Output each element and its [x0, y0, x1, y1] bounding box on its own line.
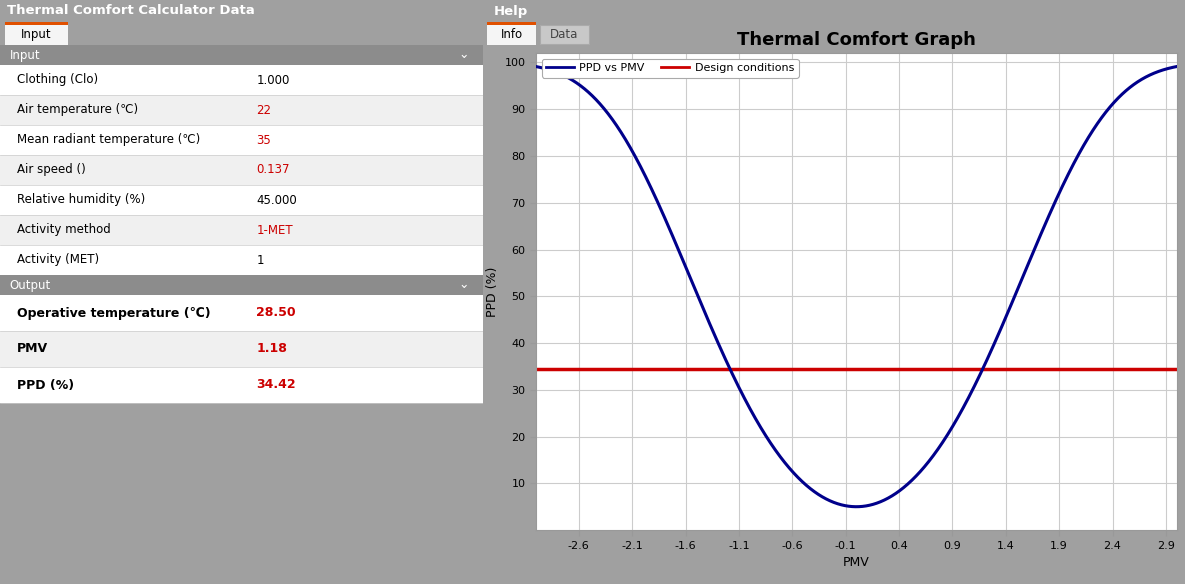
- Bar: [5, 24, 68, 45]
- Text: 35: 35: [256, 134, 271, 147]
- Text: ⌄: ⌄: [459, 279, 469, 291]
- X-axis label: PMV: PMV: [843, 556, 870, 569]
- Bar: [0, 275, 483, 295]
- Text: Mean radiant temperature (℃): Mean radiant temperature (℃): [17, 134, 200, 147]
- Text: 1: 1: [256, 253, 264, 266]
- Text: Activity (MET): Activity (MET): [17, 253, 100, 266]
- Text: 34.42: 34.42: [256, 378, 296, 391]
- Text: Input: Input: [9, 48, 40, 61]
- Text: Input: Input: [21, 29, 52, 41]
- Text: Help: Help: [494, 5, 529, 18]
- Text: 22: 22: [256, 103, 271, 116]
- Bar: [487, 22, 536, 26]
- Text: PMV: PMV: [17, 342, 49, 356]
- Bar: [0, 295, 483, 331]
- Y-axis label: PPD (%): PPD (%): [486, 266, 499, 317]
- Text: Info: Info: [500, 29, 523, 41]
- Text: 45.000: 45.000: [256, 193, 297, 207]
- Legend: PPD vs PMV, Design conditions: PPD vs PMV, Design conditions: [542, 58, 799, 78]
- Text: ⌄: ⌄: [459, 48, 469, 61]
- Text: Air speed (): Air speed (): [17, 164, 85, 176]
- Bar: [0, 215, 483, 245]
- Text: Activity method: Activity method: [17, 224, 110, 237]
- Bar: [0, 65, 483, 95]
- Text: 1.18: 1.18: [256, 342, 287, 356]
- Text: 1.000: 1.000: [256, 74, 289, 86]
- Bar: [0, 367, 483, 403]
- Bar: [0, 155, 483, 185]
- Bar: [5, 22, 68, 26]
- Bar: [0, 185, 483, 215]
- Text: PPD (%): PPD (%): [17, 378, 73, 391]
- Text: Thermal Comfort Calculator Data: Thermal Comfort Calculator Data: [7, 5, 255, 18]
- Text: Air temperature (℃): Air temperature (℃): [17, 103, 137, 116]
- Bar: [487, 24, 536, 45]
- Bar: [0, 125, 483, 155]
- Bar: [0, 245, 483, 275]
- Text: Operative temperature (℃): Operative temperature (℃): [17, 307, 211, 319]
- Text: Data: Data: [550, 29, 578, 41]
- Text: Output: Output: [9, 279, 51, 291]
- Text: 1-MET: 1-MET: [256, 224, 293, 237]
- Text: Clothing (Clo): Clothing (Clo): [17, 74, 98, 86]
- Bar: [0, 45, 483, 65]
- Text: 0.137: 0.137: [256, 164, 290, 176]
- Bar: [0, 95, 483, 125]
- Text: 28.50: 28.50: [256, 307, 296, 319]
- Title: Thermal Comfort Graph: Thermal Comfort Graph: [737, 31, 975, 48]
- Bar: [0, 331, 483, 367]
- Text: Relative humidity (%): Relative humidity (%): [17, 193, 146, 207]
- Bar: [539, 26, 589, 44]
